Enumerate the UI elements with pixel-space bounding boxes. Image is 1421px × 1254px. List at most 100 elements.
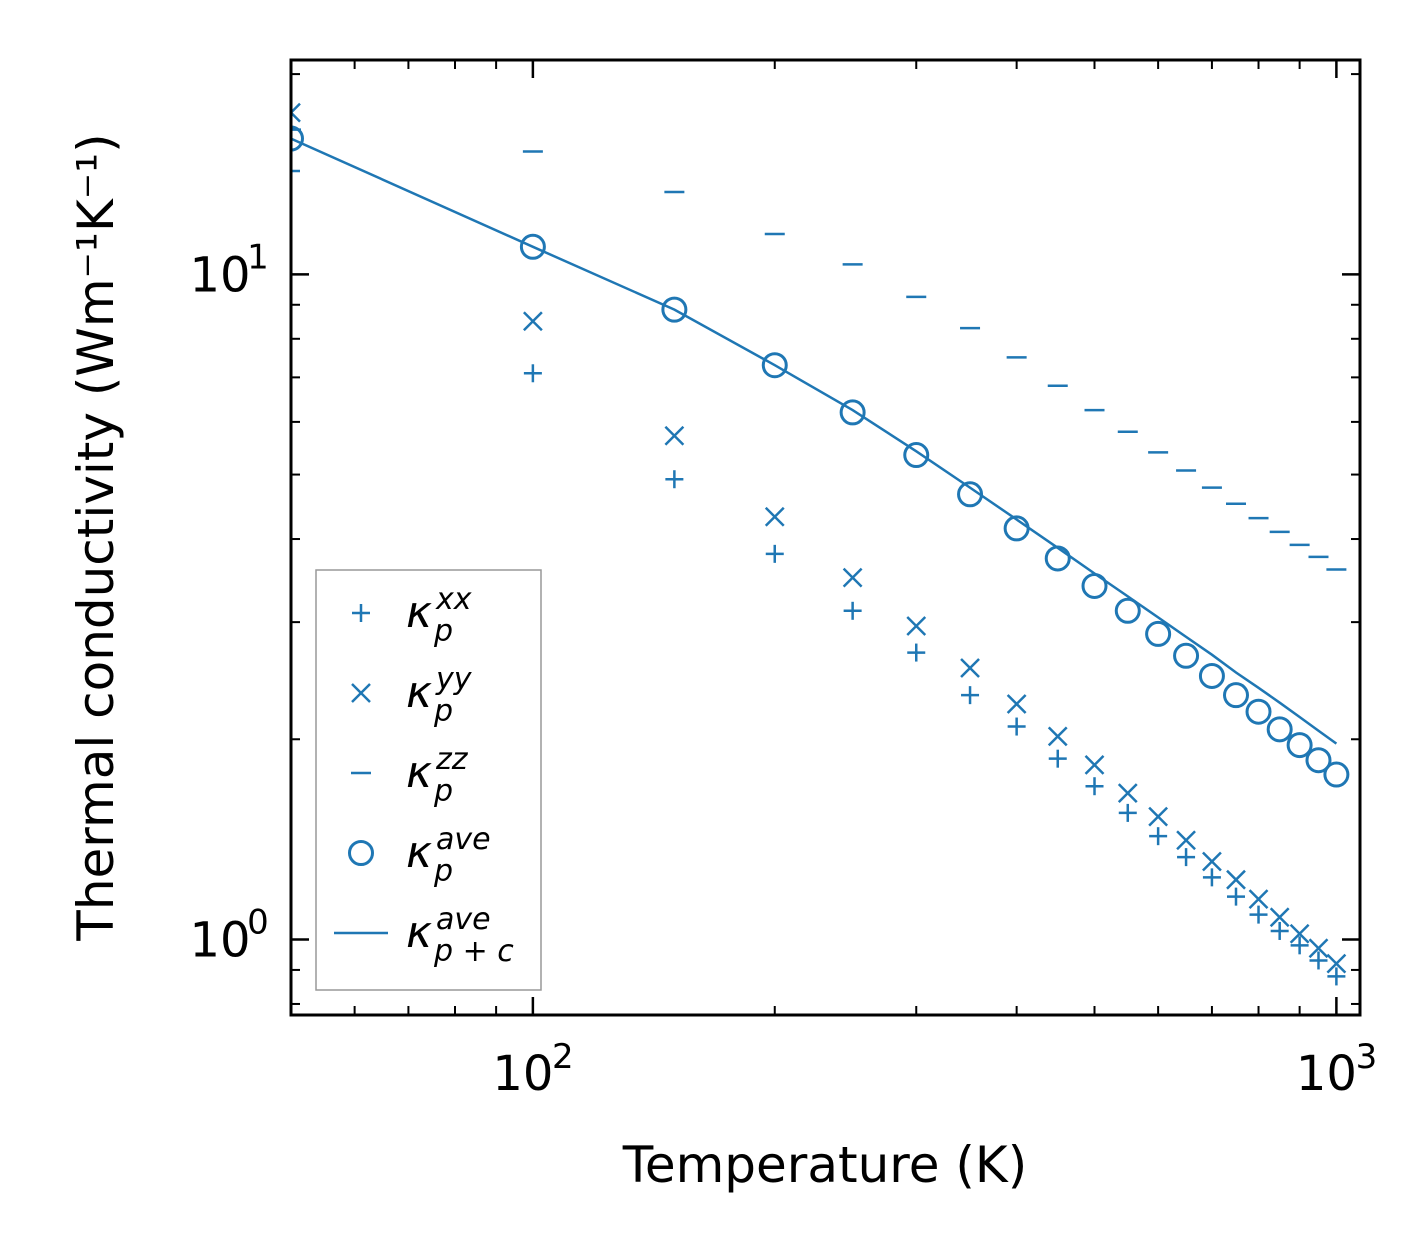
point-kappa_p_xx-850 bbox=[1270, 921, 1289, 940]
point-kappa_p_ave-900 bbox=[1286, 732, 1313, 759]
point-kappa_p_xx-350 bbox=[961, 686, 980, 705]
point-kappa_p_ave-300 bbox=[903, 442, 930, 469]
point-kappa_p_yy-650 bbox=[1176, 830, 1196, 851]
legend-item-kappa_p_yy: κ yyp bbox=[351, 662, 473, 729]
legend-symbol: κ bbox=[406, 827, 432, 878]
point-kappa_p_yy-550 bbox=[1117, 783, 1138, 803]
point-kappa_p_yy-600 bbox=[1148, 806, 1169, 827]
point-kappa_p_yy-900 bbox=[1289, 923, 1310, 944]
plot-frame bbox=[289, 58, 1362, 1017]
point-kappa_p_xx-900 bbox=[1290, 936, 1309, 955]
y-tick-label-exponent: 0 bbox=[247, 902, 269, 942]
point-kappa_p_yy-750 bbox=[1226, 869, 1246, 890]
legend-marker bbox=[352, 604, 370, 622]
point-kappa_p_yy-950 bbox=[1308, 938, 1329, 959]
series-kappa_pc_ave bbox=[291, 137, 1338, 745]
legend-item-kappa_p_xx: κ xxp bbox=[352, 582, 472, 649]
point-kappa_p_yy-250 bbox=[842, 567, 863, 588]
legend-subscript: p bbox=[433, 694, 453, 729]
point-kappa_p_yy-500 bbox=[1084, 755, 1105, 775]
point-kappa_p_yy-200 bbox=[764, 506, 785, 527]
point-kappa_p_ave-200 bbox=[761, 352, 788, 379]
point-kappa_p_xx-450 bbox=[1048, 749, 1067, 768]
x-tick-label: 10 bbox=[492, 1046, 553, 1102]
legend-subscript: p bbox=[433, 774, 453, 809]
point-kappa_p_xx-700 bbox=[1202, 868, 1221, 887]
point-kappa_p_ave-100 bbox=[519, 233, 546, 260]
legend-symbol: κ bbox=[406, 747, 432, 798]
legend-item-kappa_p_zz: κ zzp bbox=[351, 742, 469, 809]
legend-frame bbox=[315, 569, 542, 991]
legend-superscript: yy bbox=[435, 662, 473, 697]
point-kappa_p_ave-950 bbox=[1305, 747, 1332, 774]
point-kappa_p_xx-200 bbox=[765, 544, 784, 563]
point-kappa_p_xx-150 bbox=[665, 470, 684, 489]
point-kappa_p_ave-1000 bbox=[1323, 761, 1350, 788]
point-kappa_p_yy-700 bbox=[1202, 851, 1222, 872]
major-ticks bbox=[291, 60, 1360, 1015]
point-kappa_p_yy-800 bbox=[1248, 889, 1269, 910]
point-kappa_p_ave-250 bbox=[839, 399, 866, 426]
series-kappa_p_xx bbox=[291, 162, 1346, 986]
y-tick-label: 10 bbox=[189, 912, 250, 968]
legend-marker bbox=[351, 683, 371, 703]
point-kappa_p_yy-850 bbox=[1269, 907, 1290, 928]
point-kappa_p_yy-350 bbox=[960, 658, 980, 678]
point-kappa_p_ave-50 bbox=[291, 125, 304, 152]
point-kappa_p_xx-650 bbox=[1177, 848, 1196, 867]
point-kappa_p_xx-600 bbox=[1149, 827, 1168, 846]
point-kappa_p_xx-800 bbox=[1249, 905, 1268, 924]
point-kappa_p_ave-550 bbox=[1114, 597, 1141, 624]
legend-symbol: κ bbox=[406, 587, 432, 638]
point-kappa_p_ave-600 bbox=[1145, 620, 1172, 647]
point-kappa_p_yy-50 bbox=[291, 102, 301, 123]
point-kappa_p_yy-400 bbox=[1006, 694, 1027, 714]
point-kappa_p_xx-1000 bbox=[1327, 967, 1346, 986]
point-kappa_p_yy-300 bbox=[906, 616, 927, 636]
legend-symbol: κ bbox=[406, 907, 432, 958]
x-tick-label: 10 bbox=[1296, 1046, 1357, 1102]
y-tick-label: 10 bbox=[189, 247, 250, 303]
point-kappa_p_yy-450 bbox=[1047, 726, 1068, 747]
legend-superscript: ave bbox=[436, 902, 491, 937]
series-kappa_p_ave bbox=[291, 125, 1350, 788]
point-kappa_p_xx-300 bbox=[907, 643, 926, 662]
point-kappa_p_ave-150 bbox=[661, 296, 688, 323]
legend-subscript: p + c bbox=[433, 934, 514, 969]
point-kappa_p_ave-700 bbox=[1198, 662, 1225, 689]
point-kappa_p_ave-650 bbox=[1173, 642, 1200, 669]
point-kappa_p_xx-750 bbox=[1227, 887, 1246, 906]
legend-superscript: zz bbox=[435, 742, 469, 777]
point-kappa_p_xx-100 bbox=[523, 364, 542, 383]
point-kappa_p_ave-800 bbox=[1245, 698, 1272, 725]
y-tick-label-exponent: 1 bbox=[247, 237, 269, 277]
point-kappa_p_yy-150 bbox=[664, 425, 685, 446]
x-axis-label: Temperature (K) bbox=[622, 1136, 1027, 1194]
series-kappa_p_yy bbox=[291, 102, 1347, 974]
point-kappa_p_ave-850 bbox=[1266, 716, 1293, 743]
x-tick-label-exponent: 2 bbox=[552, 1037, 574, 1077]
legend-marker bbox=[348, 840, 374, 866]
point-kappa_p_xx-950 bbox=[1309, 951, 1328, 970]
series-layer bbox=[291, 102, 1350, 986]
legend-subscript: p bbox=[433, 854, 453, 889]
legend-superscript: xx bbox=[435, 582, 472, 617]
point-kappa_p_yy-1000 bbox=[1326, 953, 1347, 974]
series-line-kappa_pc_ave bbox=[291, 137, 1338, 745]
point-kappa_p_yy-100 bbox=[522, 311, 543, 332]
point-kappa_p_xx-50 bbox=[291, 162, 300, 181]
point-kappa_p_xx-400 bbox=[1007, 717, 1026, 736]
series-kappa_p_zz bbox=[291, 128, 1347, 571]
point-kappa_p_ave-450 bbox=[1044, 545, 1071, 572]
point-kappa_p_xx-500 bbox=[1085, 777, 1104, 796]
legend-symbol: κ bbox=[406, 667, 432, 718]
point-kappa_p_xx-550 bbox=[1118, 803, 1137, 822]
x-tick-label-exponent: 3 bbox=[1356, 1037, 1378, 1077]
legend-superscript: ave bbox=[436, 822, 491, 857]
point-kappa_p_xx-250 bbox=[843, 601, 862, 620]
